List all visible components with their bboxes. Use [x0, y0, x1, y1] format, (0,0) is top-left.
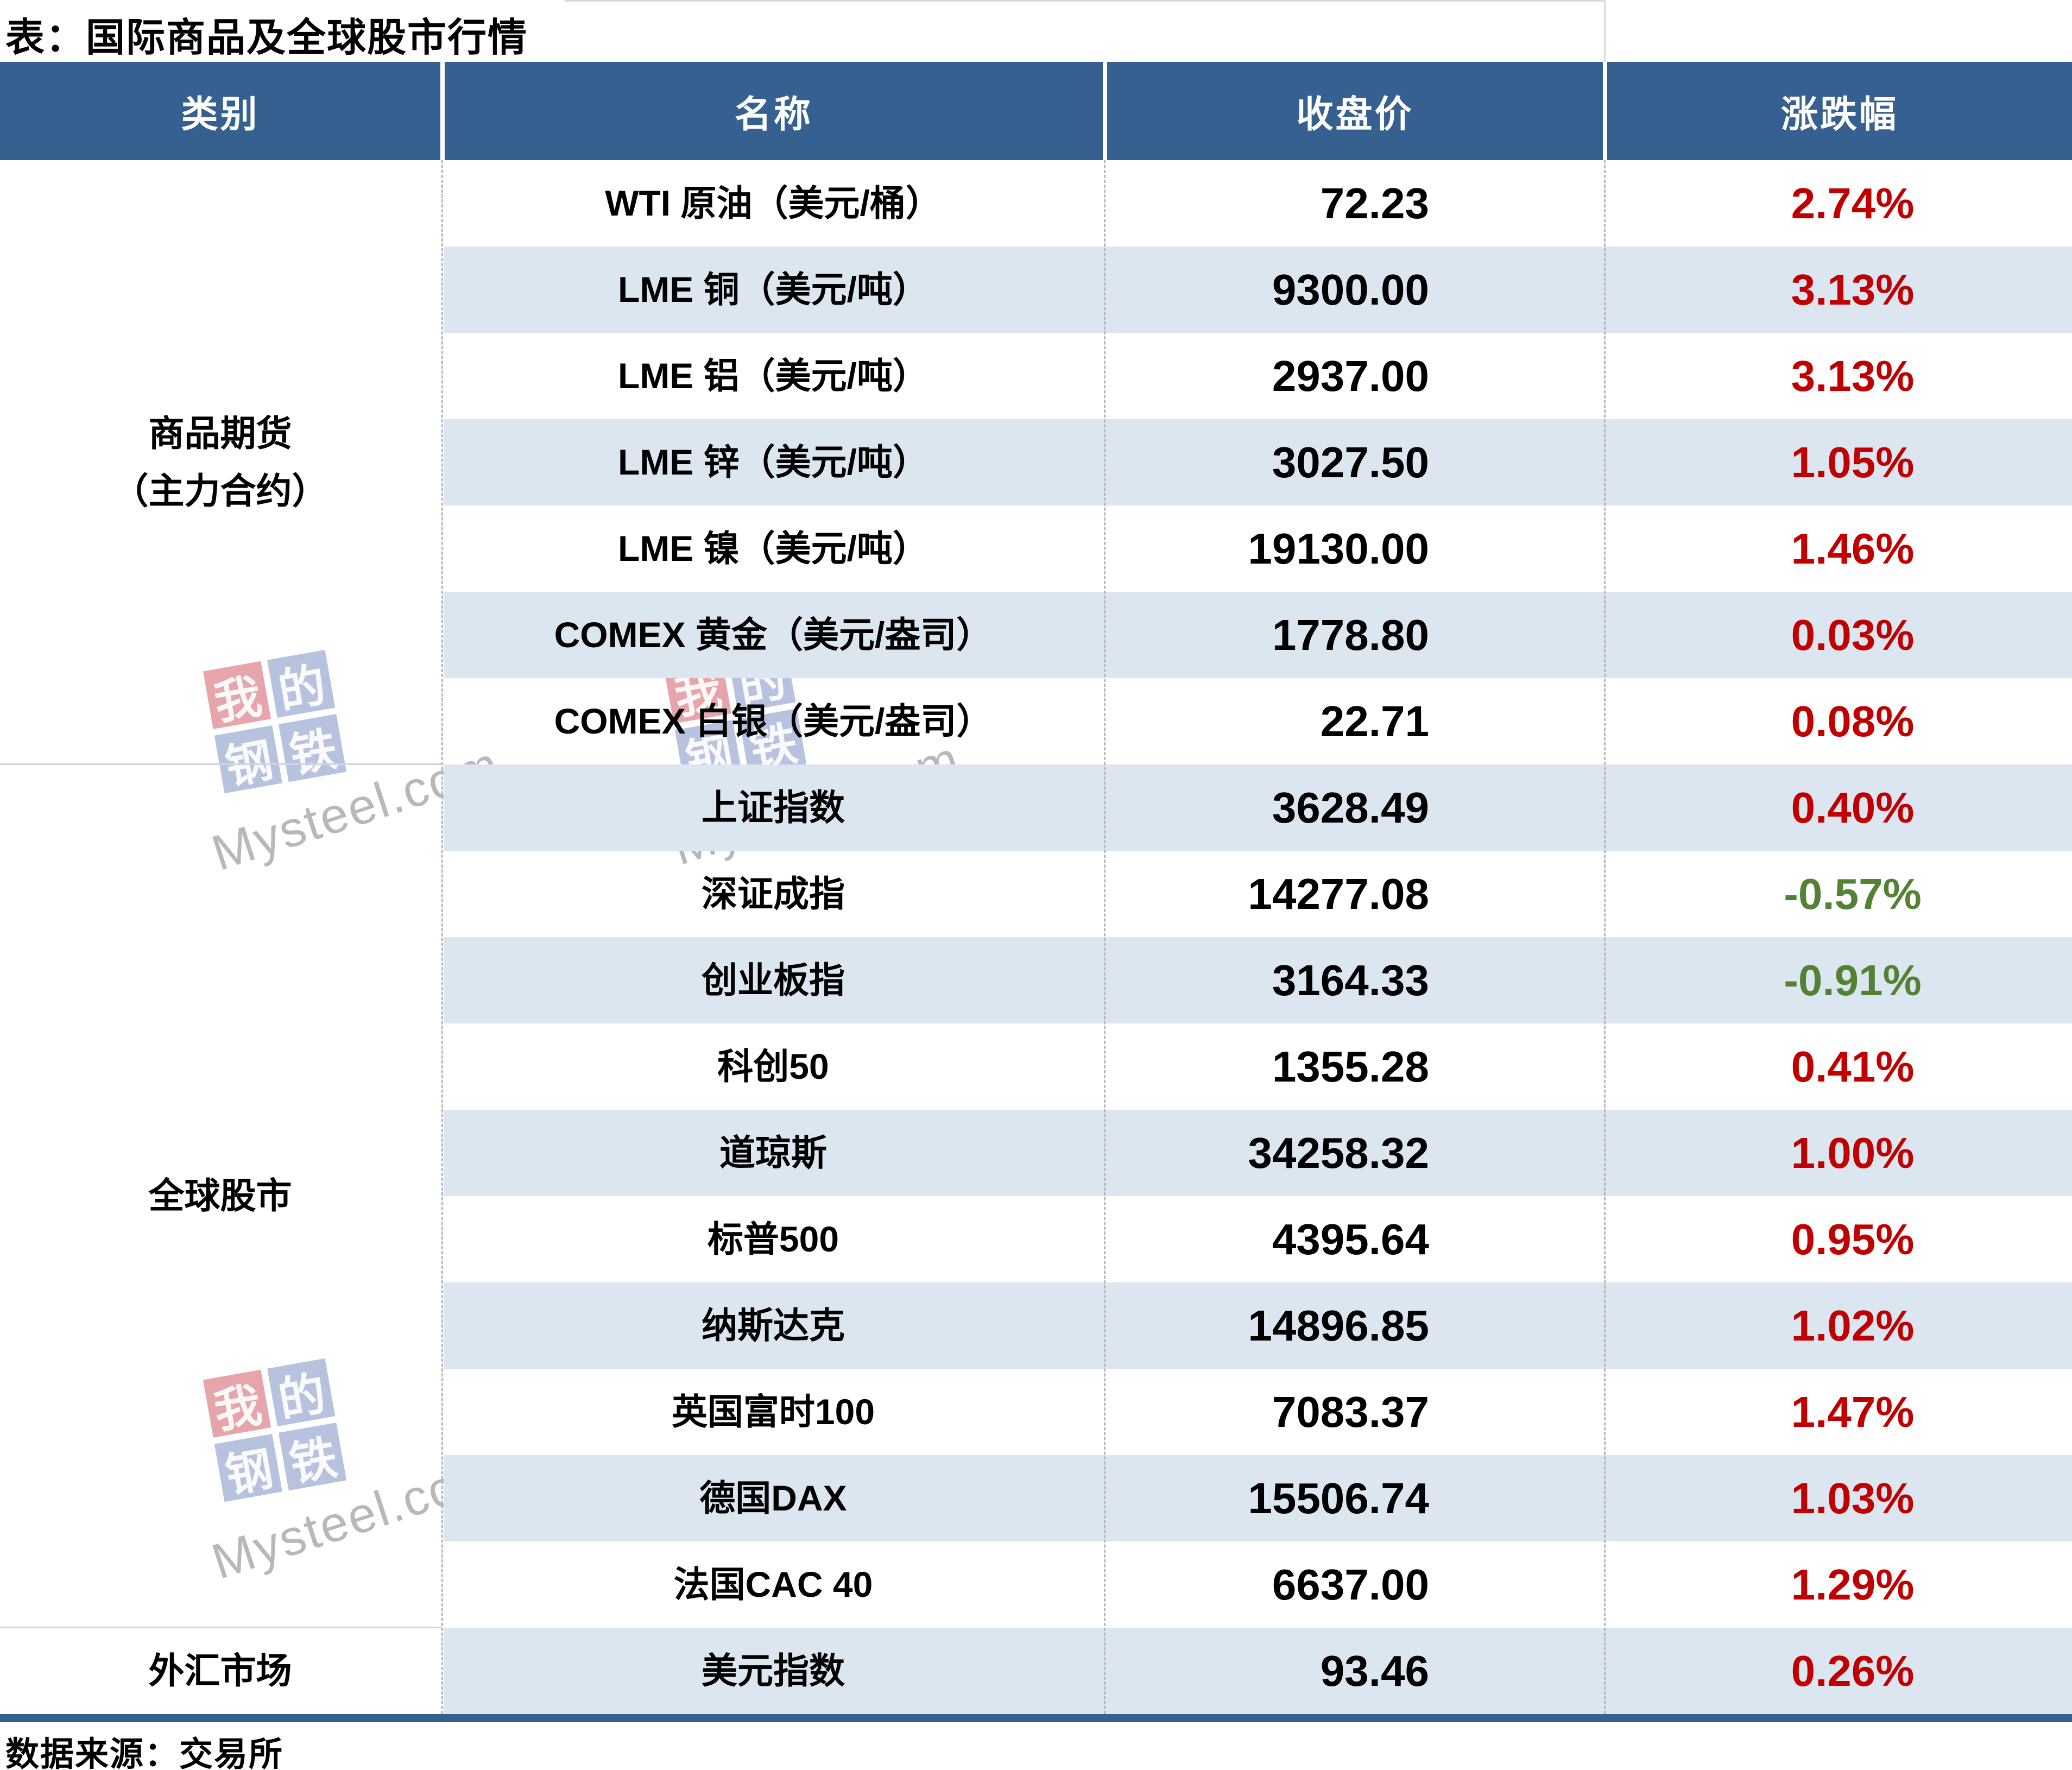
name-cell: COMEX 黄金（美元/盎司） [554, 615, 993, 655]
change-cell: 1.03% [1791, 1474, 1915, 1522]
close-cell: 14277.08 [1248, 870, 1429, 918]
header-cell-close: 收盘价 [1107, 62, 1603, 160]
change-cell: 1.29% [1791, 1560, 1915, 1609]
header-cell-change: 涨跌幅 [1607, 62, 2072, 160]
table-row: 深证成指 14277.08 -0.57% [444, 851, 2072, 937]
page-title: 表：国际商品及全球股市行情 [5, 16, 528, 60]
table-row: 科创50 1355.28 0.41% [444, 1023, 2072, 1110]
table-row: LME 锌（美元/吨） 3027.50 1.05% [444, 419, 2072, 505]
table-row: 上证指数 3628.49 0.40% [444, 764, 2072, 851]
table-row: LME 镍（美元/吨） 19130.00 1.46% [444, 505, 2072, 592]
change-cell: 0.40% [1791, 783, 1915, 832]
close-cell: 2937.00 [1272, 352, 1429, 400]
table-row: LME 铝（美元/吨） 2937.00 3.13% [444, 333, 2072, 419]
close-cell: 7083.37 [1272, 1388, 1429, 1436]
change-cell: 0.26% [1791, 1647, 1915, 1695]
table-row: 纳斯达克 14896.85 1.02% [444, 1282, 2072, 1369]
category-label-line: 全球股市 [148, 1175, 292, 1216]
section-divider [0, 1627, 442, 1628]
change-cell: 0.41% [1791, 1042, 1915, 1091]
name-cell: 上证指数 [702, 787, 845, 827]
name-cell: 美元指数 [702, 1651, 845, 1691]
change-cell: 0.03% [1791, 611, 1915, 659]
category-label-line: 外汇市场 [148, 1650, 292, 1691]
column-border-above-header [1604, 0, 1606, 62]
source-note: 数据来源：交易所 [5, 1736, 284, 1770]
close-cell: 14896.85 [1248, 1301, 1429, 1350]
change-cell: 0.95% [1791, 1215, 1915, 1263]
close-cell: 34258.32 [1248, 1129, 1429, 1177]
column-divider [1604, 160, 1606, 1714]
change-cell: 1.47% [1791, 1388, 1915, 1436]
close-cell: 3628.49 [1272, 783, 1429, 832]
change-cell: 2.74% [1791, 179, 1915, 227]
table-row: COMEX 黄金（美元/盎司） 1778.80 0.03% [444, 592, 2072, 678]
header-cell-category: 类别 [0, 62, 440, 160]
name-cell: 标普500 [707, 1219, 839, 1259]
table-row: 创业板指 3164.33 -0.91% [444, 937, 2072, 1023]
close-cell: 3027.50 [1272, 438, 1429, 486]
category-cell-global-stocks: 全球股市 [0, 765, 440, 1627]
close-cell: 19130.00 [1248, 524, 1429, 573]
name-cell: 英国富时100 [671, 1392, 875, 1432]
table-row: LME 铜（美元/吨） 9300.00 3.13% [444, 246, 2072, 333]
bottom-divider-bar [0, 1714, 2072, 1722]
table-row: COMEX 白银（美元/盎司） 22.71 0.08% [444, 678, 2072, 764]
table-row: 道琼斯 34258.32 1.00% [444, 1110, 2072, 1196]
change-cell: -0.91% [1784, 956, 1922, 1004]
change-cell: -0.57% [1784, 870, 1922, 918]
table-row: 法国CAC 40 6637.00 1.29% [444, 1541, 2072, 1628]
table-top-border [565, 0, 1604, 2]
close-cell: 1355.28 [1272, 1042, 1429, 1091]
name-cell: 深证成指 [702, 874, 845, 914]
change-cell: 1.02% [1791, 1301, 1915, 1350]
category-label-line: 商品期货 [148, 413, 292, 453]
name-cell: 纳斯达克 [702, 1305, 845, 1345]
name-cell: COMEX 白银（美元/盎司） [554, 701, 993, 741]
name-cell: LME 铜（美元/吨） [618, 269, 928, 309]
section-divider [0, 763, 442, 765]
category-cell-commodity-futures: 商品期货 （主力合约） [0, 160, 440, 764]
name-cell: LME 铝（美元/吨） [618, 356, 928, 396]
category-label-line: （主力合约） [112, 470, 328, 511]
change-cell: 1.46% [1791, 524, 1915, 573]
change-cell: 1.05% [1791, 438, 1915, 486]
close-cell: 93.46 [1320, 1647, 1429, 1695]
category-cell-forex-market: 外汇市场 [0, 1628, 440, 1714]
name-cell: 道琼斯 [719, 1133, 827, 1173]
name-cell: LME 镍（美元/吨） [618, 528, 928, 568]
table-row: 美元指数 93.46 0.26% [444, 1628, 2072, 1714]
name-cell: 科创50 [717, 1046, 829, 1086]
close-cell: 9300.00 [1272, 266, 1429, 314]
table-row: 英国富时100 7083.37 1.47% [444, 1369, 2072, 1455]
name-cell: 法国CAC 40 [673, 1564, 873, 1604]
close-cell: 6637.00 [1272, 1560, 1429, 1609]
change-cell: 0.08% [1791, 697, 1915, 745]
table-row: 德国DAX 15506.74 1.03% [444, 1455, 2072, 1541]
name-cell: 创业板指 [702, 960, 845, 1000]
change-cell: 1.00% [1791, 1129, 1915, 1177]
close-cell: 22.71 [1320, 697, 1429, 745]
close-cell: 15506.74 [1248, 1474, 1429, 1522]
name-cell: LME 锌（美元/吨） [618, 442, 928, 482]
table-row: 标普500 4395.64 0.95% [444, 1196, 2072, 1282]
close-cell: 3164.33 [1272, 956, 1429, 1004]
change-cell: 3.13% [1791, 266, 1915, 314]
table-row: WTI 原油（美元/桶） 72.23 2.74% [444, 160, 2072, 246]
column-divider [1104, 160, 1106, 1714]
name-cell: WTI 原油（美元/桶） [605, 183, 942, 223]
close-cell: 4395.64 [1272, 1215, 1429, 1263]
close-cell: 1778.80 [1272, 611, 1429, 659]
name-cell: 德国DAX [699, 1478, 847, 1518]
column-divider [441, 160, 443, 1714]
close-cell: 72.23 [1320, 179, 1429, 227]
change-cell: 3.13% [1791, 352, 1915, 400]
header-cell-name: 名称 [445, 62, 1103, 160]
